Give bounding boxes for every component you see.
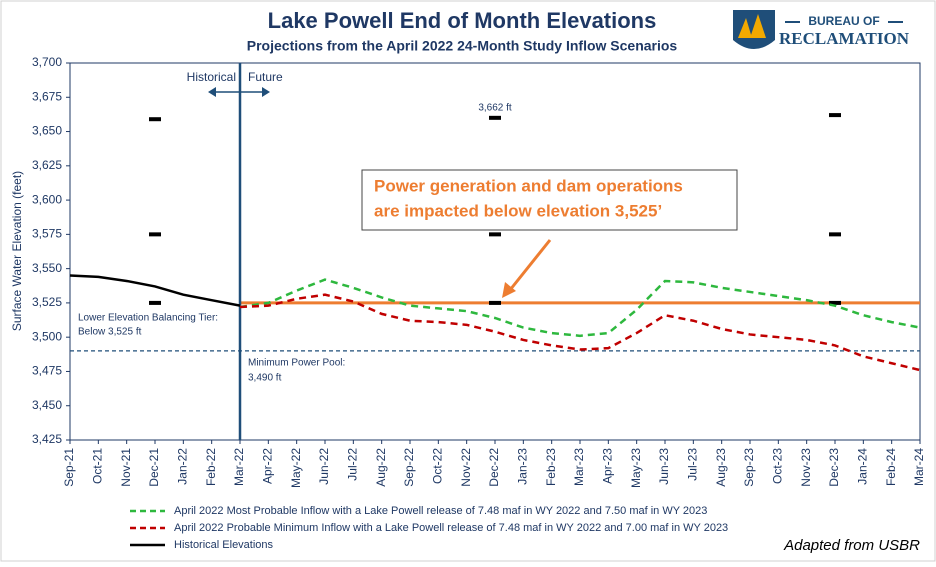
x-tick-label: Sep-21 <box>62 448 76 487</box>
x-tick-label: Sep-22 <box>402 448 416 487</box>
series-line <box>69 274 241 307</box>
legend-label: April 2022 Most Probable Inflow with a L… <box>174 505 707 517</box>
y-tick-label: 3,675 <box>32 89 62 103</box>
x-tick-label: Apr-23 <box>601 448 615 484</box>
callout-box <box>361 169 738 231</box>
x-tick-label: Oct-23 <box>771 448 785 484</box>
x-tick-label: Oct-21 <box>91 448 105 484</box>
marker <box>149 300 161 305</box>
x-tick-label: Mar-23 <box>572 448 586 486</box>
divider-label: Historical <box>187 70 236 84</box>
x-tick-label: Jun-22 <box>317 448 331 485</box>
legend-label: April 2022 Probable Minimum Inflow with … <box>174 522 728 534</box>
callout-arrow <box>508 239 552 291</box>
y-tick-label: 3,625 <box>32 158 62 172</box>
y-axis-label: Surface Water Elevation (feet) <box>10 171 24 331</box>
divider-label: Future <box>248 70 283 84</box>
callout-arrowhead <box>502 282 516 298</box>
reference-label: Lower Elevation Balancing Tier: <box>78 313 218 324</box>
marker <box>489 232 501 237</box>
x-tick-label: Mar-24 <box>912 448 926 486</box>
source-note: Adapted from USBR <box>783 537 920 554</box>
y-tick-label: 3,650 <box>32 124 62 138</box>
marker <box>489 300 501 305</box>
y-tick-label: 3,575 <box>32 227 62 241</box>
logo-text: RECLAMATION <box>779 29 910 48</box>
series-line <box>239 293 921 372</box>
x-tick-label: Aug-23 <box>714 448 728 487</box>
x-tick-label: May-23 <box>629 448 643 488</box>
logo: BUREAU OF RECLAMATION <box>733 10 910 49</box>
y-tick-label: 3,450 <box>32 398 62 412</box>
x-tick-label: Dec-23 <box>827 448 841 487</box>
reference-label: 3,490 ft <box>248 373 282 384</box>
marker <box>829 113 841 118</box>
y-tick-label: 3,550 <box>32 261 62 275</box>
x-tick-label: Aug-22 <box>374 448 388 487</box>
x-tick-label: Sep-23 <box>742 448 756 487</box>
x-tick-label: Dec-22 <box>487 448 501 487</box>
y-tick-label: 3,500 <box>32 329 62 343</box>
chart-subtitle: Projections from the April 2022 24-Month… <box>247 38 678 54</box>
callout: Power generation and dam operations are … <box>361 169 738 298</box>
legend-label: Historical Elevations <box>174 539 274 551</box>
x-tick-label: Jan-23 <box>516 448 530 485</box>
callout-text: Power generation and dam operations <box>374 176 683 195</box>
marker-label: 3,662 ft <box>478 102 512 113</box>
callout-text: are impacted below elevation 3,525’ <box>374 201 662 220</box>
marker <box>489 115 501 120</box>
x-tick-label: Nov-23 <box>799 448 813 487</box>
y-tick-label: 3,525 <box>32 295 62 309</box>
marker <box>149 117 161 122</box>
y-tick-label: 3,475 <box>32 364 62 378</box>
marker <box>829 232 841 237</box>
x-tick-label: May-22 <box>289 448 303 488</box>
x-tick-label: Jul-22 <box>346 448 360 481</box>
x-tick-label: Jan-22 <box>176 448 190 485</box>
x-tick-label: Nov-22 <box>459 448 473 487</box>
x-tick-label: Jun-23 <box>657 448 671 485</box>
y-tick-label: 3,700 <box>32 55 62 69</box>
chart-title: Lake Powell End of Month Elevations <box>268 8 657 33</box>
x-tick-label: Feb-24 <box>884 448 898 486</box>
x-tick-label: Mar-22 <box>232 448 246 486</box>
x-tick-label: Feb-23 <box>544 448 558 486</box>
reference-label: Below 3,525 ft <box>78 327 142 338</box>
marker <box>829 300 841 305</box>
x-tick-label: Dec-21 <box>147 448 161 487</box>
reference-label: Minimum Power Pool: <box>248 358 345 369</box>
y-tick-label: 3,425 <box>32 432 62 446</box>
x-tick-label: Nov-21 <box>119 448 133 487</box>
x-tick-label: Jan-24 <box>856 448 870 485</box>
marker <box>149 232 161 237</box>
x-tick-label: Apr-22 <box>261 448 275 484</box>
x-tick-label: Jul-23 <box>686 448 700 481</box>
y-tick-label: 3,600 <box>32 192 62 206</box>
x-tick-label: Feb-22 <box>204 448 218 486</box>
series-line <box>239 278 921 338</box>
logo-mountains <box>738 14 766 38</box>
logo-text: BUREAU OF <box>808 14 879 28</box>
x-tick-label: Oct-22 <box>431 448 445 484</box>
